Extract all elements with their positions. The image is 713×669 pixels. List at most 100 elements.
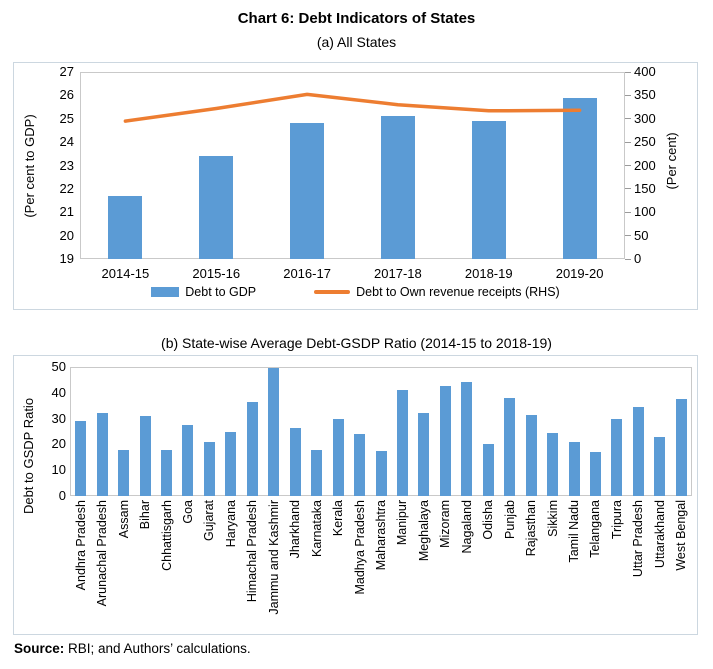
state-debt-bar	[268, 368, 280, 496]
state-label: Assam	[116, 500, 131, 539]
right-axis-tick-label: 150	[634, 180, 656, 196]
left-axis-tick-label: 21	[59, 204, 74, 220]
panel-a-combo-chart: 19 20 21 22 23 24 25 26 27 0 50 100 150 200 250 300 350 4…	[13, 62, 698, 310]
source-note: Source: RBI; and Authors’ calculations.	[14, 641, 251, 656]
state-label: West Bengal	[674, 500, 689, 571]
right-axis-tick-label: 200	[634, 157, 656, 173]
y-axis-title: Debt to GSDP Ratio	[21, 397, 36, 515]
state-label: Jammu and Kashmir	[266, 500, 281, 615]
chart-title: Chart 6: Debt Indicators of States	[237, 10, 476, 27]
state-label: Punjab	[502, 500, 517, 539]
state-debt-bar	[118, 449, 130, 496]
legend: Debt to GDP Debt to Own revenue receipts …	[14, 285, 697, 299]
right-axis-tick	[625, 235, 631, 237]
right-axis-tick-label: 300	[634, 110, 656, 126]
state-debt-bar	[246, 401, 258, 496]
state-label: Jharkhand	[288, 500, 303, 559]
panel-b-bar-chart: 0 10 20 30 40 50 Andhra Pradesh Arunachal Prade…	[13, 355, 698, 635]
state-label: Chhattisgarh	[159, 500, 174, 571]
state-label: Sikkim	[545, 500, 560, 537]
left-axis-title: (Per cent to GDP)	[22, 114, 37, 218]
state-label: Tamil Nadu	[567, 500, 582, 563]
legend-label: Debt to GDP	[185, 285, 257, 299]
state-label: Bihar	[138, 500, 153, 530]
x-axis-label: 2017-18	[374, 266, 422, 281]
left-axis-tick-label: 22	[59, 180, 74, 196]
debt-to-gdp-bar	[380, 116, 415, 259]
debt-to-gdp-bar	[108, 195, 143, 259]
right-axis-tick	[625, 188, 631, 190]
legend-item-debt-to-gdp: Debt to GDP	[151, 285, 256, 299]
state-debt-bar	[439, 386, 451, 496]
state-debt-bar	[289, 427, 301, 496]
state-label: Gujarat	[202, 500, 217, 541]
x-axis-label: 2018-19	[464, 266, 513, 281]
state-debt-bar	[332, 418, 344, 496]
state-debt-bar	[547, 432, 559, 496]
state-debt-bar	[611, 418, 623, 496]
right-axis-tick	[625, 211, 631, 213]
left-axis-tick-label: 25	[59, 110, 74, 126]
right-axis-tick	[625, 141, 631, 143]
left-axis-tick-label: 20	[59, 227, 74, 243]
state-debt-bar	[675, 399, 687, 496]
state-debt-bar	[96, 413, 108, 496]
y-axis-tick-label: 20	[51, 436, 66, 452]
debt-to-gdp-bar	[199, 156, 234, 259]
state-debt-bar	[568, 441, 580, 496]
right-axis-tick-label: 50	[634, 227, 649, 243]
state-debt-bar	[203, 441, 215, 496]
source-label: Source:	[14, 641, 65, 656]
state-label: Meghalaya	[416, 500, 431, 562]
state-label: Himachal Pradesh	[245, 500, 260, 603]
state-debt-bar	[418, 413, 430, 496]
debt-to-gdp-bar	[471, 121, 506, 259]
state-debt-bar	[75, 421, 87, 496]
state-debt-bar	[654, 436, 666, 496]
state-label: Uttar Pradesh	[631, 500, 646, 578]
state-label: Maharashtra	[374, 500, 388, 571]
right-axis-tick	[625, 118, 631, 120]
debt-to-gdp-bar	[290, 123, 325, 259]
state-label: Telangana	[588, 500, 603, 558]
x-axis-label: 2019-20	[555, 266, 604, 281]
legend-bar-swatch	[151, 287, 180, 297]
state-debt-bar	[589, 452, 601, 496]
source-text: RBI; and Authors’ calculations.	[64, 641, 251, 656]
debt-to-own-revenue-line	[123, 92, 582, 123]
y-axis-tick-label: 10	[51, 462, 66, 478]
right-axis-tick	[625, 71, 631, 73]
state-label: Arunachal Pradesh	[95, 500, 110, 607]
state-label: Madhya Pradesh	[352, 500, 367, 595]
right-axis-title: (Per cent)	[664, 132, 679, 190]
right-axis-tick	[625, 94, 631, 96]
plot-area	[80, 72, 625, 259]
state-label: Odisha	[481, 500, 496, 540]
state-label: Rajasthan	[524, 500, 539, 557]
y-axis-tick-label: 40	[51, 384, 66, 400]
state-debt-bar	[482, 444, 494, 496]
x-axis-label: 2014-15	[101, 266, 150, 281]
legend-label: Debt to Own revenue receipts (RHS)	[356, 285, 560, 299]
left-axis-tick-label: 26	[59, 87, 74, 103]
panel-b-subtitle: (b) State-wise Average Debt-GSDP Ratio (…	[161, 335, 552, 351]
state-label: Haryana	[223, 500, 238, 548]
state-debt-bar	[161, 449, 173, 496]
left-axis-tick-label: 23	[59, 157, 74, 173]
left-axis-tick-label: 27	[59, 64, 74, 79]
state-label: Mizoram	[438, 500, 453, 548]
x-axis-label: 2015-16	[192, 266, 241, 281]
right-axis-tick-label: 400	[634, 64, 656, 79]
state-label: Goa	[180, 500, 195, 524]
y-axis-tick-label: 50	[51, 359, 66, 374]
state-debt-bar	[139, 416, 151, 496]
state-debt-bar	[396, 390, 408, 496]
right-axis-tick-label: 100	[634, 204, 656, 220]
right-axis-tick-label: 350	[634, 87, 656, 103]
left-axis-tick-label: 24	[59, 134, 74, 150]
right-axis-tick	[625, 258, 631, 260]
legend-item-debt-to-own-revenue: Debt to Own revenue receipts (RHS)	[314, 285, 560, 299]
state-debt-bar	[461, 382, 473, 496]
state-debt-bar	[225, 431, 237, 496]
x-axis-label: 2016-17	[283, 266, 331, 281]
